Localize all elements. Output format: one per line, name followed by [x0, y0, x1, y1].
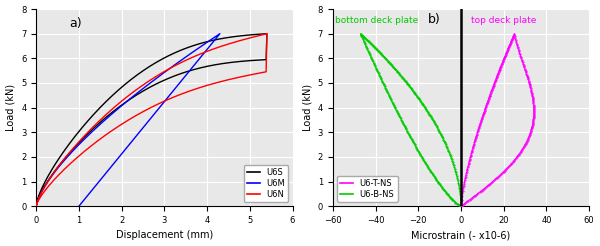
Legend: U6-T-NS, U6-B-NS: U6-T-NS, U6-B-NS — [337, 176, 398, 202]
Text: top deck plate: top deck plate — [471, 16, 536, 25]
Legend: U6S, U6M, U6N: U6S, U6M, U6N — [244, 165, 289, 202]
Text: a): a) — [70, 17, 82, 30]
Y-axis label: Load (kN): Load (kN) — [5, 84, 16, 131]
X-axis label: Microstrain (- x10-6): Microstrain (- x10-6) — [412, 231, 511, 240]
X-axis label: Displacement (mm): Displacement (mm) — [116, 231, 213, 240]
Text: bottom deck plate: bottom deck plate — [335, 16, 419, 25]
Y-axis label: Load (kN): Load (kN) — [302, 84, 312, 131]
Text: b): b) — [428, 13, 440, 26]
